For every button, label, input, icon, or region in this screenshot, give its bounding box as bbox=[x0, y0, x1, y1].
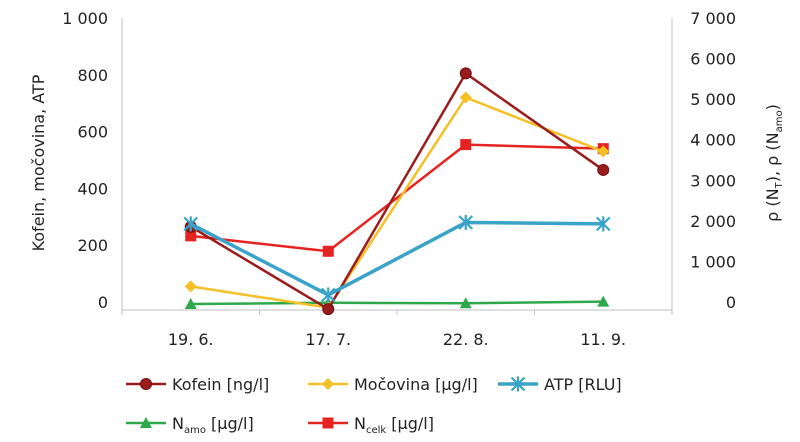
legend-marker bbox=[140, 417, 152, 428]
right-tick-label: 1 000 bbox=[690, 252, 736, 271]
legend-item: ATP [RLU] bbox=[498, 375, 622, 394]
legend-label: Namo [µg/l] bbox=[172, 414, 254, 436]
data-point bbox=[320, 287, 336, 303]
legend-marker bbox=[510, 376, 526, 392]
series-line-0 bbox=[190, 72, 604, 311]
left-tick-label: 1 000 bbox=[62, 9, 108, 28]
data-point bbox=[322, 245, 334, 257]
legend-marker bbox=[140, 378, 152, 390]
legend-item: Kofein [ng/l] bbox=[126, 375, 269, 394]
right-tick-label: 5 000 bbox=[690, 90, 736, 109]
series-line-1 bbox=[190, 96, 604, 309]
legend-marker bbox=[322, 417, 334, 429]
data-point bbox=[185, 230, 197, 242]
left-tick-label: 600 bbox=[77, 123, 108, 142]
series-line-2 bbox=[189, 220, 604, 297]
data-point bbox=[184, 298, 197, 310]
legend-item: Namo [µg/l] bbox=[126, 414, 254, 436]
x-tick-label: 11. 9. bbox=[580, 330, 626, 349]
left-tick-label: 200 bbox=[77, 236, 108, 255]
data-point bbox=[459, 91, 472, 104]
legend-label: Ncelk [µg/l] bbox=[354, 414, 434, 436]
legend-item: Ncelk [µg/l] bbox=[308, 414, 434, 436]
left-axis-title: Kofein, močovina, ATP bbox=[29, 74, 48, 251]
right-tick-label: 0 bbox=[726, 293, 736, 312]
data-point bbox=[322, 303, 335, 316]
x-tick-label: 19. 6. bbox=[168, 330, 214, 349]
data-point bbox=[597, 145, 610, 158]
right-tick-label: 6 000 bbox=[690, 50, 736, 69]
legend-label: Kofein [ng/l] bbox=[172, 375, 269, 394]
legend-label: ATP [RLU] bbox=[544, 375, 622, 394]
legend-label: Močovina [µg/l] bbox=[354, 375, 478, 394]
right-tick-label: 2 000 bbox=[690, 212, 736, 231]
series-layer bbox=[183, 67, 611, 316]
x-tick-label: 22. 8. bbox=[443, 330, 489, 349]
legend: Kofein [ng/l] Močovina [µg/l] ATP [RLU] Nam… bbox=[126, 375, 622, 436]
legend-marker bbox=[322, 378, 334, 390]
data-point bbox=[597, 295, 610, 307]
data-point bbox=[459, 297, 472, 309]
series-line-4 bbox=[190, 143, 604, 253]
data-point bbox=[183, 216, 199, 232]
data-point bbox=[460, 139, 472, 151]
series-line-3 bbox=[190, 300, 604, 306]
x-tick-label: 17. 7. bbox=[305, 330, 351, 349]
left-tick-label: 800 bbox=[77, 66, 108, 85]
axes: 0 200 400 600 800 1 000 0 1 000 2 000 3 000 4 000 5… bbox=[29, 9, 785, 349]
data-point bbox=[184, 280, 197, 293]
data-point bbox=[458, 214, 474, 230]
left-tick-label: 400 bbox=[77, 179, 108, 198]
right-tick-label: 7 000 bbox=[690, 9, 736, 28]
right-tick-label: 4 000 bbox=[690, 131, 736, 150]
data-point bbox=[597, 163, 610, 176]
data-point bbox=[595, 216, 611, 232]
data-point bbox=[459, 67, 472, 80]
right-axis-title: ρ (NT), ρ (Namo) bbox=[763, 104, 785, 222]
right-tick-label: 3 000 bbox=[690, 171, 736, 190]
left-tick-label: 0 bbox=[98, 293, 108, 312]
legend-item: Močovina [µg/l] bbox=[308, 375, 478, 394]
